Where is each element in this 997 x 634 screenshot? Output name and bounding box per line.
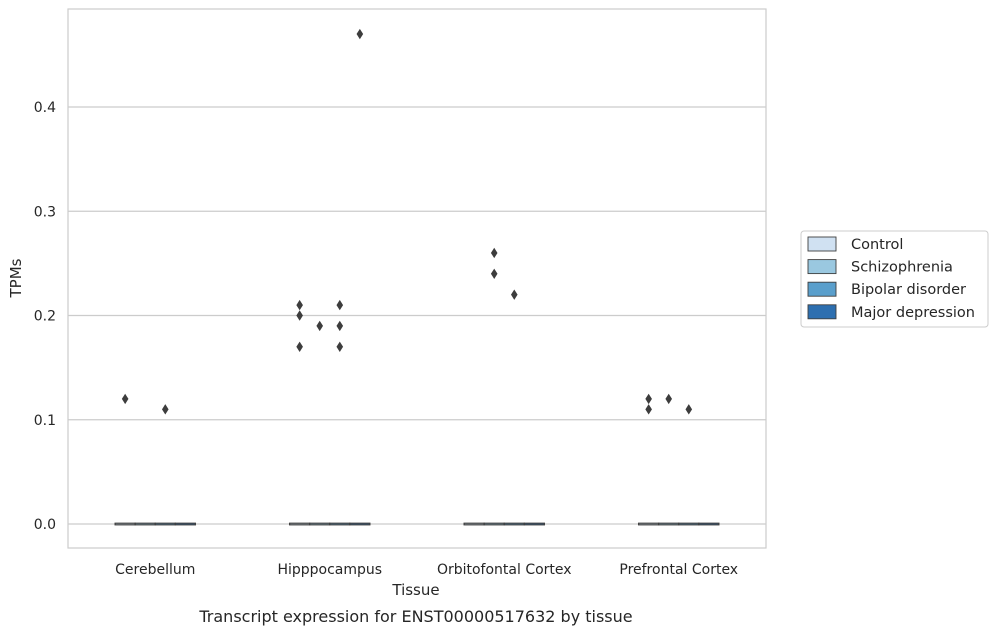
legend-frame [800,230,989,328]
x-tick-label: Cerebellum [115,562,195,578]
box-median [678,522,700,526]
box-median [174,522,196,526]
box-median [289,522,311,526]
outlier-point [490,247,498,259]
y-tick-label: 0.0 [34,517,56,533]
outlier-point [356,28,364,40]
outlier-point [510,289,518,300]
chart-caption: Transcript expression for ENST0000051763… [198,607,632,626]
outlier-point [296,299,303,311]
x-tick-labels: Cerebellum Hipppocampus Orbitofontal Corte… [115,562,738,578]
legend-swatch [807,304,837,320]
y-axis-label: TPMs [7,258,25,298]
legend-label: Schizophrenia [851,260,953,276]
legend-swatch [807,259,837,275]
outlier-point [645,393,652,405]
x-tick-label: Orbitofontal Cortex [437,562,572,578]
box-median [329,522,351,526]
box-median [523,522,545,526]
legend-swatch [807,281,837,297]
y-tick-label: 0.2 [34,309,56,325]
y-tick-label: 0.3 [34,204,56,220]
outlier-point [296,341,303,352]
outlier-point [665,393,673,405]
box-median [658,522,680,526]
box-median [483,522,505,526]
box-median [463,522,485,526]
legend-label: Control [851,237,903,253]
box-median [309,522,331,526]
box-median [154,522,176,526]
y-tick-label: 0.1 [34,413,56,429]
outlier-points [121,28,693,415]
legend-label: Major depression [851,305,975,321]
outlier-point [161,404,169,415]
box-median [134,522,156,526]
outlier-point [490,268,498,280]
outlier-point [685,404,693,415]
outlier-point [316,320,324,332]
x-tick-label: Prefrontal Cortex [619,562,738,578]
legend: Control Schizophrenia Bipolar disorder Majo… [800,230,989,328]
box-median [698,522,720,526]
box-median [503,522,525,526]
legend-swatch [807,236,837,252]
y-tick-labels: 0.0 0.1 0.2 0.3 0.4 [34,100,56,533]
plot-frame [67,8,767,549]
legend-label: Bipolar disorder [851,282,966,298]
outlier-point [296,310,303,321]
box-median [114,522,136,526]
box-median [349,522,371,526]
box-median [638,522,660,526]
outlier-point [645,404,652,415]
box-groups [114,522,720,526]
y-tick-label: 0.4 [34,100,56,116]
outlier-point [336,320,344,332]
outlier-point [121,393,129,405]
x-axis-label: Tissue [391,581,439,599]
x-tick-label: Hipppocampus [277,562,382,578]
outlier-point [336,341,344,352]
outlier-point [336,299,344,311]
